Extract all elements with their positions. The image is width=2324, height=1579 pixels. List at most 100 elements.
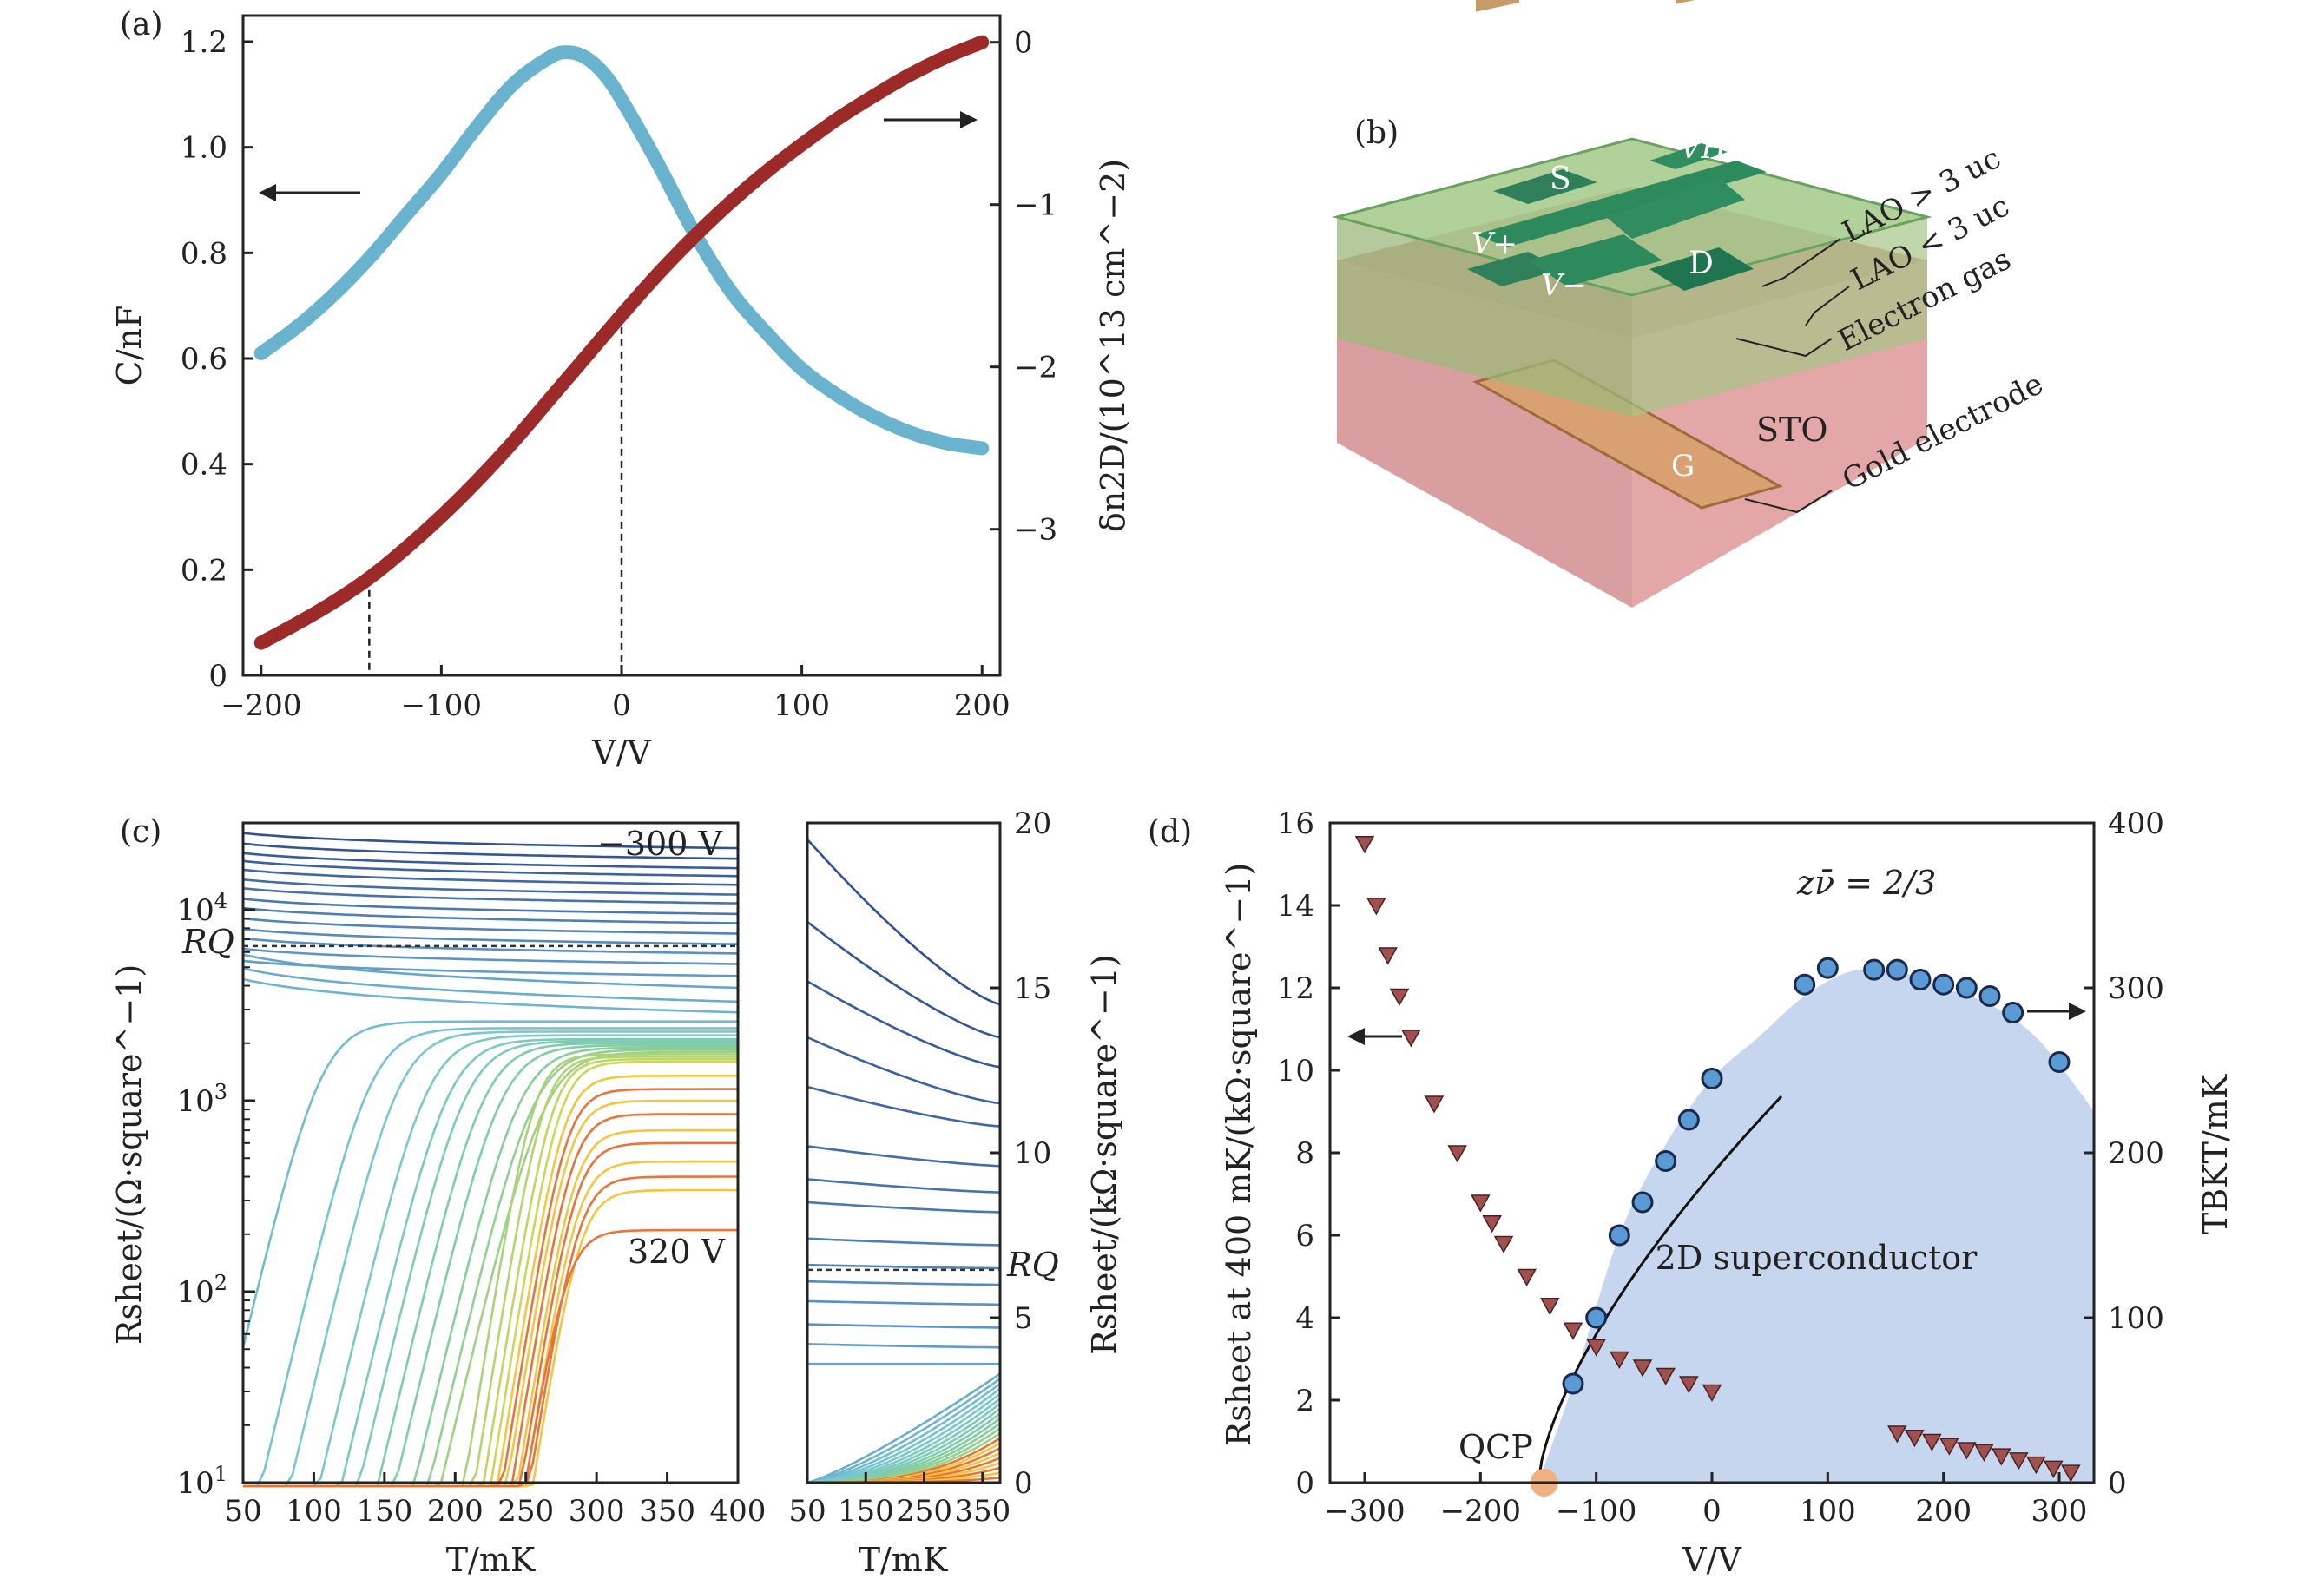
- resistance-triangle: [1992, 1448, 2011, 1466]
- panel-a-letter: (a): [120, 7, 163, 43]
- panel-c-ylabel-right: Rsheet/(kΩ·square^−1): [1085, 954, 1123, 1354]
- annotation-minus-300v: −300 V: [597, 825, 722, 863]
- resistance-triangle: [1610, 1351, 1629, 1370]
- c-xtick-left-label: 200: [427, 1494, 484, 1529]
- tbkt-circle: [1955, 977, 1978, 999]
- tbkt-circle: [1631, 1191, 1654, 1214]
- resistance-triangle: [1471, 1194, 1491, 1213]
- c-ytick-right-label: 10: [1014, 1136, 1051, 1171]
- resistance-triangle: [2044, 1460, 2064, 1478]
- tbkt-circle: [1932, 973, 1955, 996]
- c-xtick-left-label: 50: [224, 1494, 261, 1529]
- a-ytick-left-label: 0.2: [181, 553, 227, 588]
- c-ytick-left-label: 102: [176, 1271, 227, 1310]
- c-right-curve: [806, 1178, 1001, 1194]
- c-left-curve: [242, 928, 739, 945]
- label-d: D: [1689, 246, 1714, 281]
- resistance-triangle: [1517, 1268, 1537, 1287]
- c-right-curve: [806, 1372, 1001, 1484]
- d-ytick-left-label: 0: [1295, 1466, 1314, 1501]
- tbkt-circle: [1794, 973, 1816, 996]
- label-vh: VH: [1680, 131, 1728, 166]
- c-left-curve: [242, 859, 739, 878]
- resistance-triangle: [2026, 1456, 2046, 1475]
- panel-a-y-ticks-left: 0 0.2 0.4 0.6 0.8 1.0 1.2: [181, 25, 253, 694]
- c-left-curve: [243, 1056, 738, 1488]
- c-left-curve: [242, 842, 739, 860]
- c-left-curve: [242, 887, 739, 905]
- resistance-triangle: [2009, 1452, 2029, 1470]
- d-ytick-right-label: 100: [2108, 1301, 2164, 1336]
- resistance-triangle: [1482, 1215, 1502, 1234]
- a-ytick-left-label: 0.4: [181, 448, 227, 483]
- d-ytick-left-label: 12: [1277, 971, 1314, 1006]
- rq-label-left: RQ: [181, 923, 234, 961]
- d-ytick-right-label: 400: [2108, 806, 2164, 841]
- a-xtick-label: 100: [774, 688, 830, 723]
- right-arrow: [884, 111, 978, 128]
- tbkt-circle: [1608, 1224, 1630, 1247]
- tbkt-circle: [1886, 958, 1908, 981]
- c-right-curve: [806, 1036, 1001, 1105]
- tbkt-circle: [1978, 985, 2001, 1007]
- label-s: S: [1550, 161, 1571, 197]
- label-sto: STO: [1756, 411, 1828, 449]
- resistance-triangle: [2061, 1464, 2081, 1483]
- resistance-markers: [1354, 836, 2081, 1483]
- panel-a-xlabel: V/V: [591, 734, 651, 772]
- a-ytick-left-label: 0.8: [181, 236, 227, 271]
- a-xtick-label: 0: [612, 688, 631, 723]
- tbkt-circle: [2002, 1002, 2024, 1023]
- panel-a-y-ticks-right: 0 −1 −2 −3: [990, 26, 1057, 548]
- panel-a-ylabel-right: δn2D/(10^13 cm^−2): [1094, 159, 1132, 532]
- leader-lines: [1735, 238, 1850, 514]
- c-right-curve: [806, 1343, 1000, 1349]
- resistance-triangle: [1389, 988, 1410, 1007]
- c-xtick-left-label: 300: [569, 1494, 625, 1529]
- annotation-320v: 320 V: [628, 1233, 726, 1271]
- resistance-triangle: [1586, 1339, 1606, 1357]
- panel-d-letter: (d): [1148, 814, 1192, 850]
- capacitance-curve: [253, 45, 990, 456]
- resistance-triangle: [1493, 1235, 1514, 1254]
- c-right-curve: [806, 1323, 1000, 1329]
- c-xtick-right-label: 350: [954, 1494, 1011, 1529]
- c-right-curve: [806, 1387, 1001, 1484]
- a-ytick-right-label: −2: [1014, 351, 1057, 385]
- tbkt-circle: [1816, 957, 1839, 979]
- panel-c-left-curves: [241, 832, 739, 1488]
- panel-c-right-curves: [806, 839, 1001, 1484]
- tbkt-circle: [2048, 1051, 2071, 1073]
- panel-c-right-x-ticks: 50 150 250 350: [788, 1472, 1011, 1529]
- panel-a: (a) −200 −100 0 100 200 00.20.40.60.81.01.2 …: [110, 7, 1132, 772]
- panel-c-left-x-ticks: 50 100 150 200 250 300 350 400: [224, 1472, 766, 1529]
- tbkt-circle: [1562, 1372, 1584, 1395]
- c-left-curve: [242, 878, 739, 896]
- tbkt-circle: [1677, 1109, 1700, 1131]
- d-ytick-left-label: 2: [1295, 1384, 1314, 1418]
- fit-curve: [1537, 1095, 1783, 1483]
- d-xtick-label: 300: [2031, 1494, 2088, 1529]
- resistance-triangle: [1563, 1322, 1583, 1340]
- d-ytick-left-label: 10: [1277, 1054, 1314, 1089]
- d-ytick-left-label: 14: [1277, 889, 1314, 924]
- c-ytick-right-label: 5: [1014, 1301, 1033, 1336]
- c-right-curve: [806, 1145, 1001, 1168]
- c-left-curve: [242, 937, 739, 955]
- panel-c-right-xlabel: T/mK: [859, 1541, 948, 1579]
- resistance-triangle: [1540, 1298, 1560, 1316]
- gold-pads: [1476, 0, 1719, 12]
- c-ytick-left-label: 101: [176, 1462, 227, 1501]
- a-ytick-left-label: 1.0: [181, 131, 227, 166]
- panel-c-letter: (c): [120, 814, 161, 850]
- c-right-curve: [806, 1237, 1001, 1247]
- c-ytick-right-label: 0: [1014, 1466, 1033, 1501]
- c-xtick-left-label: 350: [639, 1494, 695, 1529]
- c-right-curve: [806, 1280, 1000, 1286]
- resistance-triangle: [1939, 1438, 1959, 1456]
- d-xtick-label: −100: [1556, 1494, 1636, 1529]
- label-vplus: V+: [1471, 227, 1518, 261]
- panel-b: (b) S VH V+ V− D G STO: [1332, 0, 2049, 608]
- c-left-curve: [242, 917, 739, 935]
- rq-label-right: RQ: [1006, 1246, 1059, 1284]
